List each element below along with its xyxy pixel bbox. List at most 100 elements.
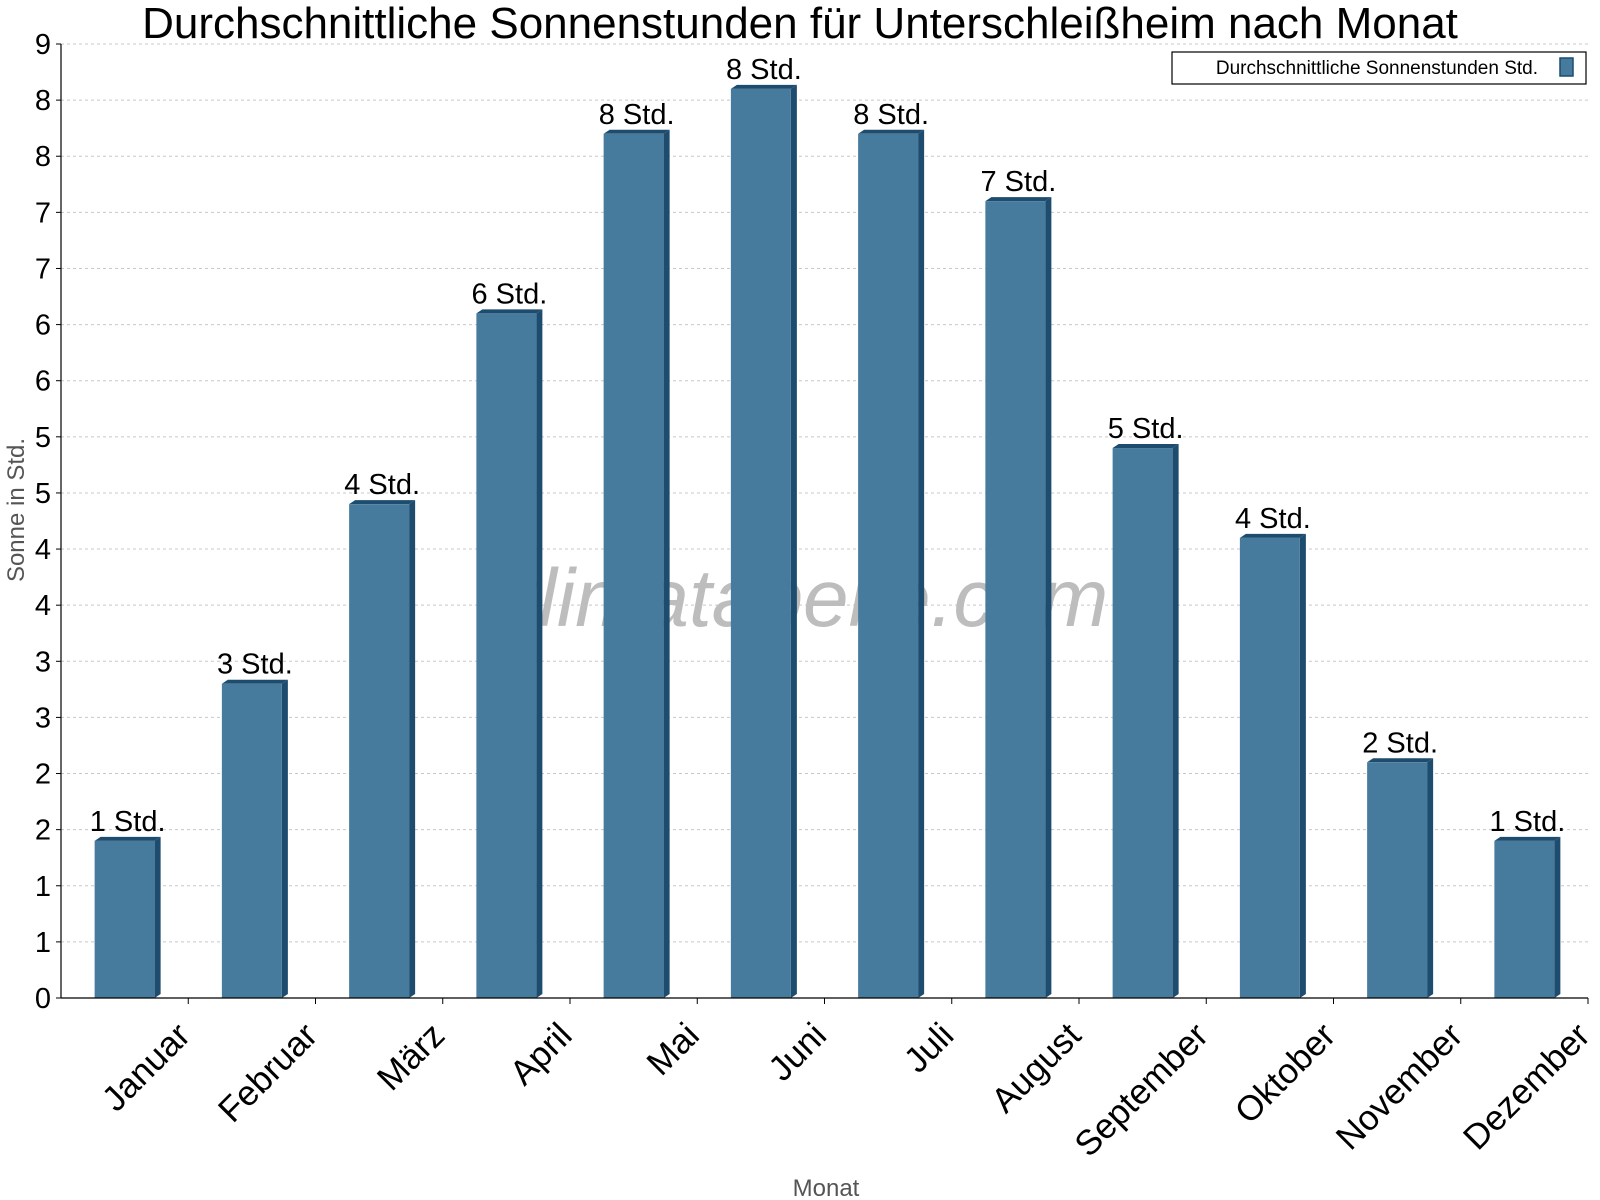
x-tick-label: Juni	[761, 1016, 834, 1089]
bar-top	[221, 679, 288, 684]
y-tick-label: 3	[35, 702, 51, 734]
bar-2	[221, 679, 288, 998]
bar-side	[1427, 758, 1434, 998]
bar	[221, 683, 282, 998]
bar	[603, 133, 664, 999]
legend: Durchschnittliche Sonnenstunden Std.	[1171, 51, 1587, 85]
bar-top	[730, 84, 797, 89]
bar-11	[1367, 758, 1434, 998]
y-axis-title: Sonne in Std.	[3, 438, 30, 582]
bar-side	[409, 500, 416, 998]
data-label: 8 Std.	[599, 99, 675, 131]
bar-side	[790, 84, 797, 999]
bar	[858, 133, 919, 999]
bar-top	[1367, 758, 1434, 763]
bar-top	[985, 197, 1052, 202]
y-tick-label: 4	[35, 534, 51, 566]
data-label: 6 Std.	[471, 278, 547, 310]
bar	[730, 88, 791, 999]
bar-8	[985, 197, 1052, 999]
bar-1	[94, 836, 161, 998]
chart-title: Durchschnittliche Sonnenstunden für Unte…	[142, 0, 1458, 48]
bar	[349, 504, 410, 998]
grid-lines	[61, 43, 1588, 943]
y-tick-label: 2	[35, 815, 51, 847]
data-label: 3 Std.	[217, 649, 293, 681]
x-tick-label: Februar	[211, 1015, 325, 1129]
bar-top	[1239, 533, 1306, 538]
bar-10	[1239, 533, 1306, 998]
bar	[476, 313, 537, 998]
bar-12	[1494, 836, 1561, 998]
bar-6	[730, 84, 797, 999]
bar	[94, 840, 155, 998]
y-tick-label: 7	[35, 253, 51, 285]
bar-side	[154, 836, 161, 998]
bar-side	[536, 309, 543, 998]
x-tick-label: März	[370, 1016, 453, 1099]
data-label: 4 Std.	[1235, 503, 1311, 535]
y-tick-labels: 0 1 1 2 2 3 3 4 4 5 5 6 6 7 7 8 8 9	[35, 29, 51, 1015]
x-tick-label: Juli	[897, 1016, 962, 1081]
data-label: 5 Std.	[1108, 413, 1184, 445]
y-tick-label: 8	[35, 85, 51, 117]
bar-top	[94, 836, 161, 841]
data-label: 4 Std.	[344, 469, 420, 501]
data-label: 2 Std.	[1362, 727, 1438, 759]
x-tick-label: April	[502, 1016, 579, 1093]
y-tick-label: 6	[35, 310, 51, 342]
bar-side	[281, 679, 288, 998]
axes	[56, 43, 1589, 1004]
y-tick-label: 2	[35, 759, 51, 791]
bar-side	[1172, 444, 1179, 998]
y-tick-label: 1	[35, 871, 51, 903]
y-tick-label: 3	[35, 646, 51, 678]
data-label: 8 Std.	[726, 54, 802, 86]
data-label: 7 Std.	[980, 166, 1056, 198]
legend-label: Durchschnittliche Sonnenstunden Std.	[1216, 58, 1538, 79]
bar-top	[858, 129, 925, 134]
y-tick-label: 7	[35, 197, 51, 229]
bar-side	[663, 129, 670, 999]
bar	[1239, 537, 1300, 998]
bar-9	[1112, 444, 1179, 998]
legend-swatch	[1559, 57, 1574, 77]
legend-box	[1171, 51, 1587, 85]
y-tick-label: 4	[35, 590, 51, 622]
bar-side	[918, 129, 925, 999]
bar-top	[349, 500, 416, 505]
y-tick-label: 6	[35, 366, 51, 398]
bar-7	[858, 129, 925, 999]
bar	[1367, 762, 1428, 998]
bar-top	[1494, 836, 1561, 841]
y-tick-label: 0	[35, 983, 51, 1015]
y-tick-label: 8	[35, 141, 51, 173]
x-tick-label: August	[984, 1015, 1089, 1120]
x-tick-labels: Januar Februar März April Mai Juni Juli AugustS…	[95, 1015, 1598, 1164]
y-tick-label: 5	[35, 478, 51, 510]
x-axis-title: Monat	[793, 1175, 860, 1200]
bar	[985, 201, 1046, 999]
x-tick-label: Mai	[639, 1016, 706, 1083]
bar-side	[1554, 836, 1561, 998]
x-tick-label: November	[1329, 1015, 1471, 1157]
bar-side	[1045, 197, 1052, 999]
bar-top	[603, 129, 670, 134]
data-label: 1 Std.	[90, 806, 166, 838]
x-tick-label: Dezember	[1456, 1015, 1598, 1157]
data-label: 8 Std.	[853, 99, 929, 131]
x-tick-label: Januar	[95, 1015, 198, 1118]
data-labels: 1 Std. 3 Std. 4 Std. 6 Std. 8 Std. 8 Std. 8 St…	[90, 54, 1566, 838]
bar	[1112, 448, 1173, 998]
bars	[94, 84, 1561, 999]
bar-3	[349, 500, 416, 998]
x-tick-label: Oktober	[1227, 1015, 1343, 1131]
y-tick-label: 9	[35, 29, 51, 61]
bar-5	[603, 129, 670, 999]
bar-top	[476, 309, 543, 314]
y-tick-label: 1	[35, 927, 51, 959]
x-tick-label: September	[1067, 1015, 1216, 1164]
data-label: 1 Std.	[1489, 806, 1565, 838]
y-tick-label: 5	[35, 422, 51, 454]
